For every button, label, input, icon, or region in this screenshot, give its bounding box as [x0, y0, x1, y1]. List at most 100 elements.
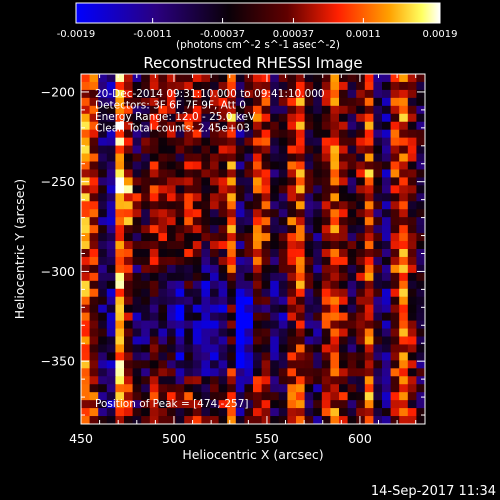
heatmap-cell — [132, 105, 142, 115]
heatmap-cell — [416, 376, 425, 385]
heatmap-cell — [339, 344, 348, 353]
heatmap-cell — [106, 89, 116, 99]
heatmap-cell — [347, 169, 357, 178]
heatmap-cell — [382, 169, 391, 178]
heatmap-cell — [98, 89, 108, 99]
heatmap-cell — [253, 177, 262, 186]
heatmap-cell — [98, 97, 108, 107]
heatmap-cell — [149, 328, 159, 337]
heatmap-cell — [399, 233, 409, 242]
heatmap-cell — [304, 105, 314, 115]
heatmap-cell — [149, 256, 159, 266]
heatmap-cell — [339, 74, 348, 83]
heatmap-cell — [313, 344, 323, 353]
heatmap-cell — [158, 201, 168, 210]
heatmap-cell — [330, 129, 340, 139]
heatmap-cell — [244, 113, 254, 123]
heatmap-cell — [227, 217, 237, 226]
heatmap-cell — [356, 209, 366, 218]
heatmap-cell — [210, 161, 219, 170]
heatmap-cell — [287, 233, 297, 242]
annotation-line: Detectors: 3F 6F 7F 9F, Att 0 — [95, 100, 246, 112]
heatmap-cell — [373, 368, 383, 377]
heatmap-cell — [235, 288, 245, 298]
heatmap-cell — [399, 360, 409, 369]
heatmap-cell — [304, 336, 314, 345]
heatmap-cell — [227, 145, 237, 154]
heatmap-cell — [339, 264, 348, 274]
heatmap-cell — [390, 384, 400, 393]
heatmap-cell — [141, 328, 151, 337]
heatmap-cell — [158, 368, 168, 377]
heatmap-cell — [347, 376, 357, 385]
heatmap-cell — [304, 185, 314, 194]
heatmap-cell — [227, 129, 237, 139]
heatmap-cell — [218, 256, 228, 266]
heatmap-cell — [416, 89, 425, 99]
heatmap-cell — [175, 384, 185, 393]
heatmap-cell — [339, 185, 348, 194]
heatmap-cell — [253, 400, 262, 409]
heatmap-cell — [304, 249, 314, 258]
heatmap-cell — [167, 376, 176, 385]
heatmap-cell — [407, 113, 417, 123]
heatmap-cell — [347, 137, 357, 146]
heatmap-cell — [124, 376, 133, 385]
heatmap-cell — [235, 296, 245, 306]
heatmap-cell — [253, 304, 262, 314]
heatmap-cell — [287, 280, 297, 290]
heatmap-cell — [356, 74, 366, 83]
heatmap-cell — [330, 264, 340, 274]
heatmap-cell — [347, 74, 357, 83]
heatmap-cell — [167, 233, 176, 242]
heatmap-cell — [296, 384, 305, 393]
heatmap-cell — [124, 105, 133, 115]
heatmap-cell — [141, 209, 151, 218]
heatmap-cell — [192, 209, 202, 218]
heatmap-cell — [218, 193, 228, 202]
heatmap-cell — [373, 121, 383, 131]
heatmap-cell — [364, 400, 374, 409]
annotation-line: Energy Range: 12.0 - 25.0 keV — [95, 111, 256, 123]
heatmap-cell — [364, 161, 374, 170]
heatmap-cell — [235, 105, 245, 115]
heatmap-cell — [167, 392, 176, 401]
heatmap-cell — [253, 201, 262, 210]
heatmap-cell — [296, 185, 305, 194]
heatmap-cell — [141, 97, 151, 107]
heatmap-cell — [399, 376, 409, 385]
heatmap-cell — [201, 368, 211, 377]
heatmap-cell — [416, 241, 425, 250]
heatmap-cell — [244, 81, 254, 91]
heatmap-cell — [373, 328, 383, 337]
heatmap-cell — [287, 392, 297, 401]
heatmap-cell — [175, 392, 185, 401]
heatmap-cell — [339, 249, 348, 258]
heatmap-cell — [141, 312, 151, 321]
heatmap-cell — [210, 97, 219, 107]
heatmap-cell — [270, 416, 280, 424]
heatmap-cell — [218, 384, 228, 393]
heatmap-cell — [304, 153, 314, 162]
heatmap-cell — [407, 416, 417, 424]
heatmap-cell — [149, 368, 159, 377]
heatmap-cell — [124, 121, 133, 131]
heatmap-cell — [201, 81, 211, 91]
heatmap-cell — [98, 169, 108, 178]
heatmap-cell — [201, 400, 211, 409]
heatmap-cell — [115, 368, 125, 377]
heatmap-cell — [287, 320, 297, 329]
heatmap-cell — [270, 225, 280, 234]
heatmap-cell — [416, 129, 425, 139]
heatmap-cell — [132, 360, 142, 369]
heatmap-cell — [98, 256, 108, 266]
heatmap-cell — [218, 217, 228, 226]
heatmap-cell — [124, 74, 133, 83]
heatmap-cell — [141, 320, 151, 329]
heatmap-cell — [81, 384, 90, 393]
heatmap-cell — [149, 185, 159, 194]
heatmap-cell — [184, 344, 194, 353]
heatmap-cell — [270, 177, 280, 186]
heatmap-cell — [339, 392, 348, 401]
colorbar-units: (photons cm^-2 s^-1 asec^-2) — [176, 39, 340, 51]
